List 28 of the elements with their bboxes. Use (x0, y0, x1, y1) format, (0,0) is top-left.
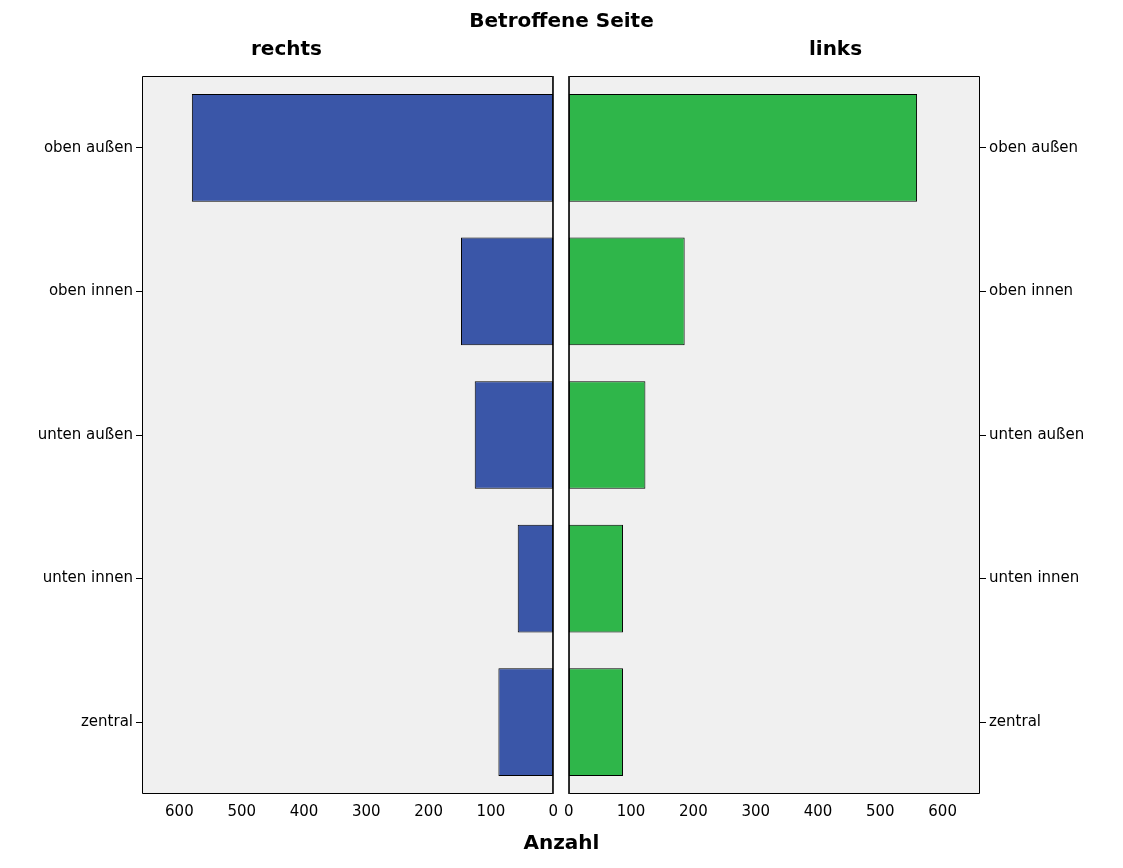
x-tick-label: 500 (865, 801, 895, 820)
x-tick-label: 300 (351, 801, 381, 820)
x-tick-label: 500 (227, 801, 257, 820)
y-tick-label: unten innen (42, 568, 133, 587)
y-tick-label: oben innen (48, 281, 133, 300)
y-tick-label: oben innen (989, 281, 1074, 300)
x-tick-label: 200 (414, 801, 443, 820)
x-tick-label: 600 (165, 801, 194, 820)
x-tick-label: 400 (803, 801, 833, 820)
y-tick-label: zentral (80, 712, 133, 731)
y-tick-label: unten außen (989, 424, 1085, 443)
y-tick-label: unten außen (37, 424, 133, 443)
chart-title: rechts (251, 36, 322, 61)
x-tick-label: 200 (679, 801, 708, 820)
x-axis-title: Anzahl (522, 830, 601, 854)
text: Betroffene Seite (468, 8, 655, 32)
x-tick-label: 400 (289, 801, 319, 820)
x-tick-label: 300 (741, 801, 771, 820)
x-tick-label: 0 (564, 801, 574, 820)
y-tick-label: oben außen (989, 137, 1079, 156)
chart-title: links (808, 36, 863, 61)
x-tick-label: 0 (548, 801, 558, 820)
y-tick-label: zentral (989, 712, 1042, 731)
y-tick-label: oben außen (43, 137, 133, 156)
x-tick-label: 100 (476, 801, 506, 820)
x-tick-label: 600 (928, 801, 957, 820)
y-tick-label: unten innen (989, 568, 1080, 587)
x-tick-label: 100 (616, 801, 646, 820)
